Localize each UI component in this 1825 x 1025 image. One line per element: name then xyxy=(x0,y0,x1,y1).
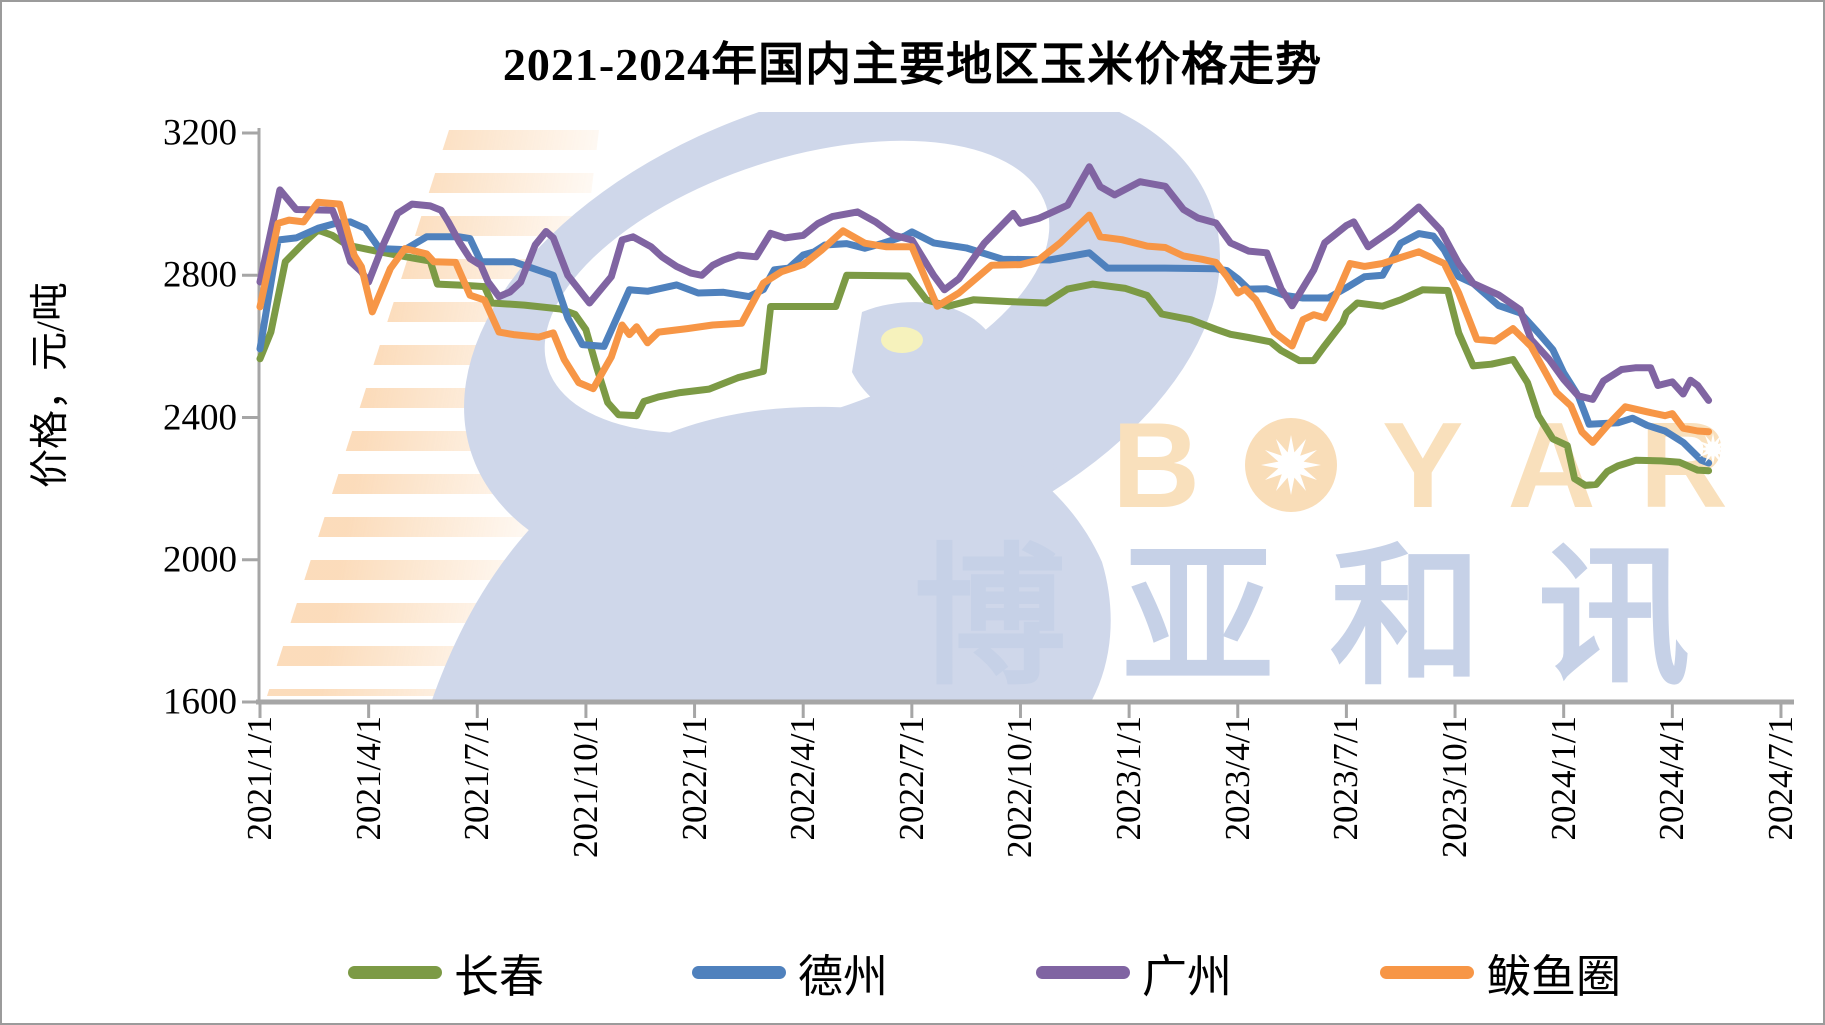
series-line-广州 xyxy=(256,163,1713,404)
y-tick-label: 3200 xyxy=(163,112,237,154)
series-line-鲅鱼圈 xyxy=(256,198,1713,446)
watermark-layer: B Y A R 博亚和讯 xyxy=(259,112,1795,700)
legend-item-changchun: 长春 xyxy=(347,940,544,1005)
legend-swatch-guangzhou xyxy=(1036,966,1130,979)
y-tick-label: 2400 xyxy=(163,397,237,438)
y-tick-label: 2800 xyxy=(163,254,237,296)
legend-swatch-changchun xyxy=(347,966,442,979)
boyar-letter-y: Y xyxy=(1382,397,1464,533)
y-tick-label: 1600 xyxy=(163,681,237,723)
legend-label-guangzhou: 广州 xyxy=(1142,952,1233,1002)
boyar-bird-logo-icon xyxy=(432,112,1220,700)
boyar-sunburst-o-icon xyxy=(1245,418,1338,512)
series-line-德州 xyxy=(256,218,1713,467)
legend-item-dezhou: 德州 xyxy=(691,940,888,1005)
legend-label-dezhou: 德州 xyxy=(797,952,888,1002)
legend-item-bayuquan: 鲅鱼圈 xyxy=(1380,940,1621,1005)
bird-eye-icon xyxy=(881,327,923,353)
boyar-letter-b: B xyxy=(1112,397,1201,533)
legend-swatch-dezhou xyxy=(691,966,786,979)
series-line-长春 xyxy=(256,226,1713,489)
legend-label-bayuquan: 鲅鱼圈 xyxy=(1486,952,1622,1002)
watermark-chinese-text: 博亚和讯 xyxy=(914,533,1746,700)
chart-title: 2021-2024年国内主要地区玉米价格走势 xyxy=(502,39,1323,90)
legend-swatch-bayuquan xyxy=(1380,966,1475,979)
y-tick-label: 2000 xyxy=(163,539,237,581)
legend-label-changchun: 长春 xyxy=(453,952,544,1002)
legend-item-guangzhou: 广州 xyxy=(1036,940,1232,1005)
legend: 长春 德州 广州 鲅鱼圈 xyxy=(74,940,1823,1005)
